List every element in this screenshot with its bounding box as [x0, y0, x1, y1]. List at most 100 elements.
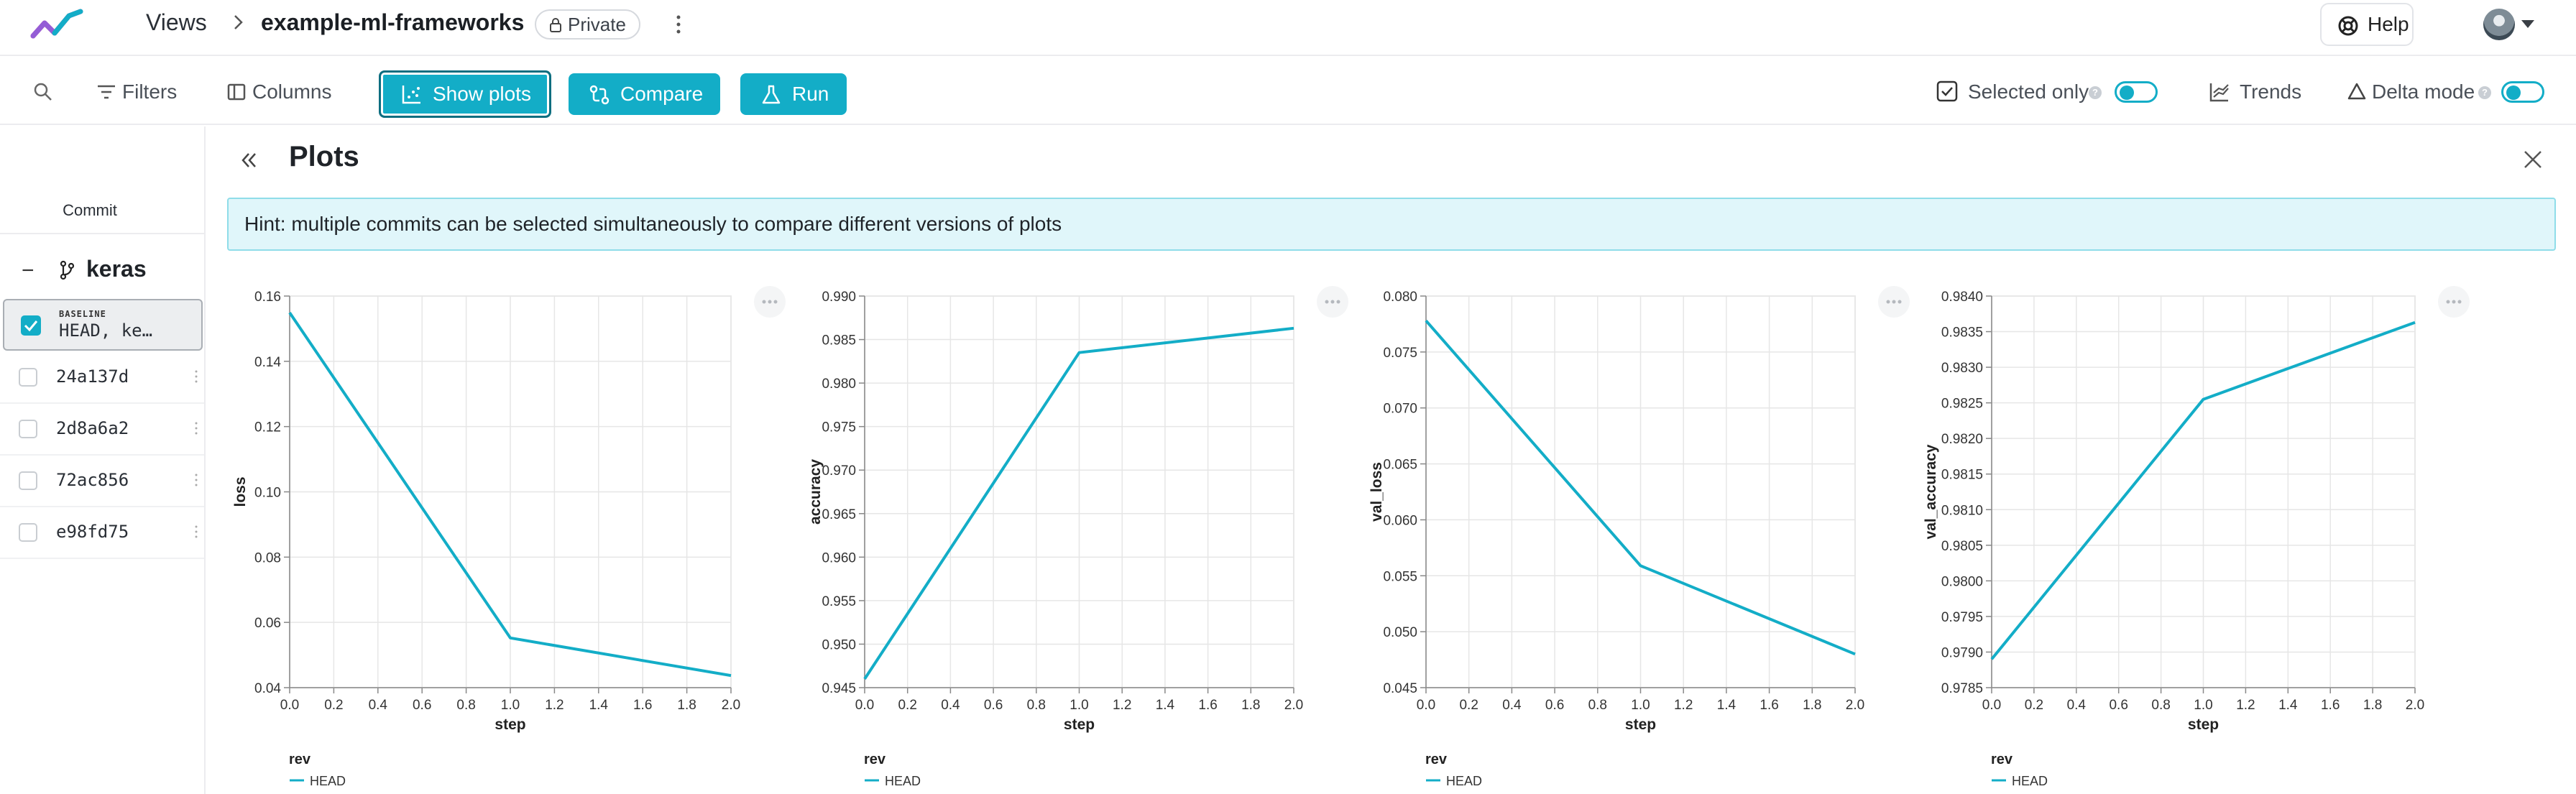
selected-only-checkbox[interactable]: [1936, 80, 1959, 103]
chart-tick-label-x: 0.6: [413, 698, 431, 713]
top-header: Views example-ml-frameworks Private Help: [0, 0, 2576, 56]
info-icon[interactable]: ?: [2089, 86, 2102, 99]
commit-id: 2d8a6a2: [56, 418, 129, 438]
chart-tick-label-x: 1.0: [501, 698, 520, 713]
more-icon: [2446, 300, 2450, 304]
columns-icon: [227, 83, 246, 101]
user-menu-caret-icon[interactable]: [2521, 20, 2534, 28]
commit-column-header[interactable]: Commit: [63, 201, 117, 219]
chart-tick-label-y: 0.9785: [1941, 681, 1983, 696]
commit-checkbox[interactable]: [19, 368, 37, 387]
commit-row-baseline[interactable]: BASELINE HEAD, ke…: [3, 299, 203, 351]
run-button[interactable]: Run: [740, 73, 847, 115]
search-icon[interactable]: [33, 82, 53, 102]
visibility-label: Private: [568, 14, 626, 35]
filter-icon: [98, 85, 115, 99]
baseline-tag: BASELINE: [59, 309, 106, 319]
git-branch-icon: [60, 260, 75, 280]
commit-row[interactable]: 2d8a6a2: [0, 402, 204, 454]
commit-row[interactable]: 24a137d: [0, 351, 204, 402]
project-menu-icon[interactable]: [671, 11, 686, 37]
chart-series-line: [288, 311, 732, 678]
chart-tick-label-x: 1.6: [1760, 698, 1778, 713]
compare-button[interactable]: Compare: [569, 73, 720, 115]
divider: [0, 454, 204, 456]
chart-tick-label-y: 0.9815: [1941, 468, 1983, 483]
chart-tick-label-y: 0.070: [1383, 402, 1417, 417]
chart-tick-label-y: 0.985: [822, 333, 856, 348]
branch-name: keras: [86, 256, 147, 282]
chart-x-axis-title: step: [1064, 716, 1095, 733]
chart-y-axis-title: accuracy: [807, 459, 824, 525]
help-label: Help: [2368, 13, 2409, 35]
delta-mode-toggle[interactable]: [2501, 81, 2544, 103]
chart-legend-label: HEAD: [310, 774, 346, 788]
commit-checkbox[interactable]: [19, 420, 37, 438]
commit-checkbox[interactable]: [20, 315, 42, 336]
branch-row[interactable]: − keras: [0, 247, 204, 290]
chart-tick-label-x: 2.0: [1846, 698, 1864, 713]
commit-checkbox[interactable]: [19, 523, 37, 542]
chart-tick-label-x: 0.8: [456, 698, 475, 713]
row-menu-icon[interactable]: [194, 525, 198, 539]
row-menu-icon[interactable]: [194, 421, 198, 435]
chart-tick-label-x: 0.0: [1982, 698, 2001, 713]
chart-tick-label-x: 1.4: [1717, 698, 1736, 713]
chart-tick-label-y: 0.9810: [1941, 503, 1983, 518]
row-menu-icon[interactable]: [194, 473, 198, 487]
toolbar: Filters Columns Show plots Compare Run S…: [0, 57, 2576, 125]
chart-tick-label-y: 0.970: [822, 463, 856, 479]
chart-tick-label-y: 0.9835: [1941, 326, 1983, 341]
breadcrumb-project-name[interactable]: example-ml-frameworks: [261, 9, 525, 35]
collapse-panel-icon[interactable]: [237, 149, 259, 171]
help-button[interactable]: Help: [2320, 3, 2414, 46]
chart-tick-label-x: 0.8: [1027, 698, 1046, 713]
chart-series-line: [1425, 319, 1856, 656]
divider: [0, 402, 204, 404]
show-plots-label: Show plots: [433, 83, 531, 105]
chart-tick-label-y: 0.975: [822, 420, 856, 435]
info-icon[interactable]: ?: [2478, 86, 2491, 99]
chart-tick-label-x: 1.2: [1674, 698, 1693, 713]
chart-legend-label: HEAD: [1446, 774, 1482, 788]
commit-checkbox[interactable]: [19, 471, 37, 490]
chart-tick-label-x: 1.4: [1156, 698, 1175, 713]
divider: [0, 506, 204, 507]
chart-tick-label-y: 0.075: [1383, 346, 1417, 361]
chart-tick-label-x: 1.6: [633, 698, 652, 713]
chart-tick-label-x: 0.2: [2025, 698, 2043, 713]
columns-button[interactable]: Columns: [252, 80, 332, 103]
app-logo-icon[interactable]: [30, 9, 85, 43]
chart-tick-label-y: 0.16: [254, 290, 281, 305]
filters-button[interactable]: Filters: [122, 80, 178, 103]
close-icon[interactable]: [2521, 148, 2544, 171]
chart-tick-label-y: 0.08: [254, 550, 281, 566]
more-icon: [1330, 300, 1335, 304]
lock-icon: [550, 18, 561, 32]
chart-tick-label-y: 0.9825: [1941, 397, 1983, 412]
chart-tick-label-y: 0.14: [254, 355, 281, 370]
chart-tick-label-y: 0.955: [822, 594, 856, 609]
more-icon: [1325, 300, 1329, 304]
commit-row[interactable]: e98fd75: [0, 506, 204, 558]
delta-mode-label: Delta mode: [2372, 80, 2475, 103]
help-lifebuoy-icon: [2338, 16, 2358, 36]
commit-row[interactable]: 72ac856: [0, 454, 204, 506]
chart-legend-label: HEAD: [2012, 774, 2048, 788]
show-plots-button[interactable]: Show plots: [379, 70, 551, 118]
collapse-branch-icon[interactable]: −: [22, 259, 34, 282]
compare-icon: [589, 85, 610, 105]
chart-y-axis-title: val_loss: [1368, 462, 1385, 522]
chart-tick-label-x: 0.4: [369, 698, 388, 713]
row-menu-icon[interactable]: [194, 369, 198, 384]
selected-only-toggle[interactable]: [2115, 81, 2158, 103]
chart-legend-title: rev: [864, 752, 886, 767]
chart-tick-label-y: 0.04: [254, 681, 281, 696]
more-icon: [2457, 300, 2462, 304]
chart-tick-label-x: 1.6: [1198, 698, 1217, 713]
trends-button[interactable]: Trends: [2240, 80, 2302, 103]
chart-tick-label-y: 0.045: [1383, 681, 1417, 696]
breadcrumb-views[interactable]: Views: [146, 9, 207, 35]
chart-legend-title: rev: [289, 752, 311, 767]
user-avatar[interactable]: [2483, 9, 2515, 40]
